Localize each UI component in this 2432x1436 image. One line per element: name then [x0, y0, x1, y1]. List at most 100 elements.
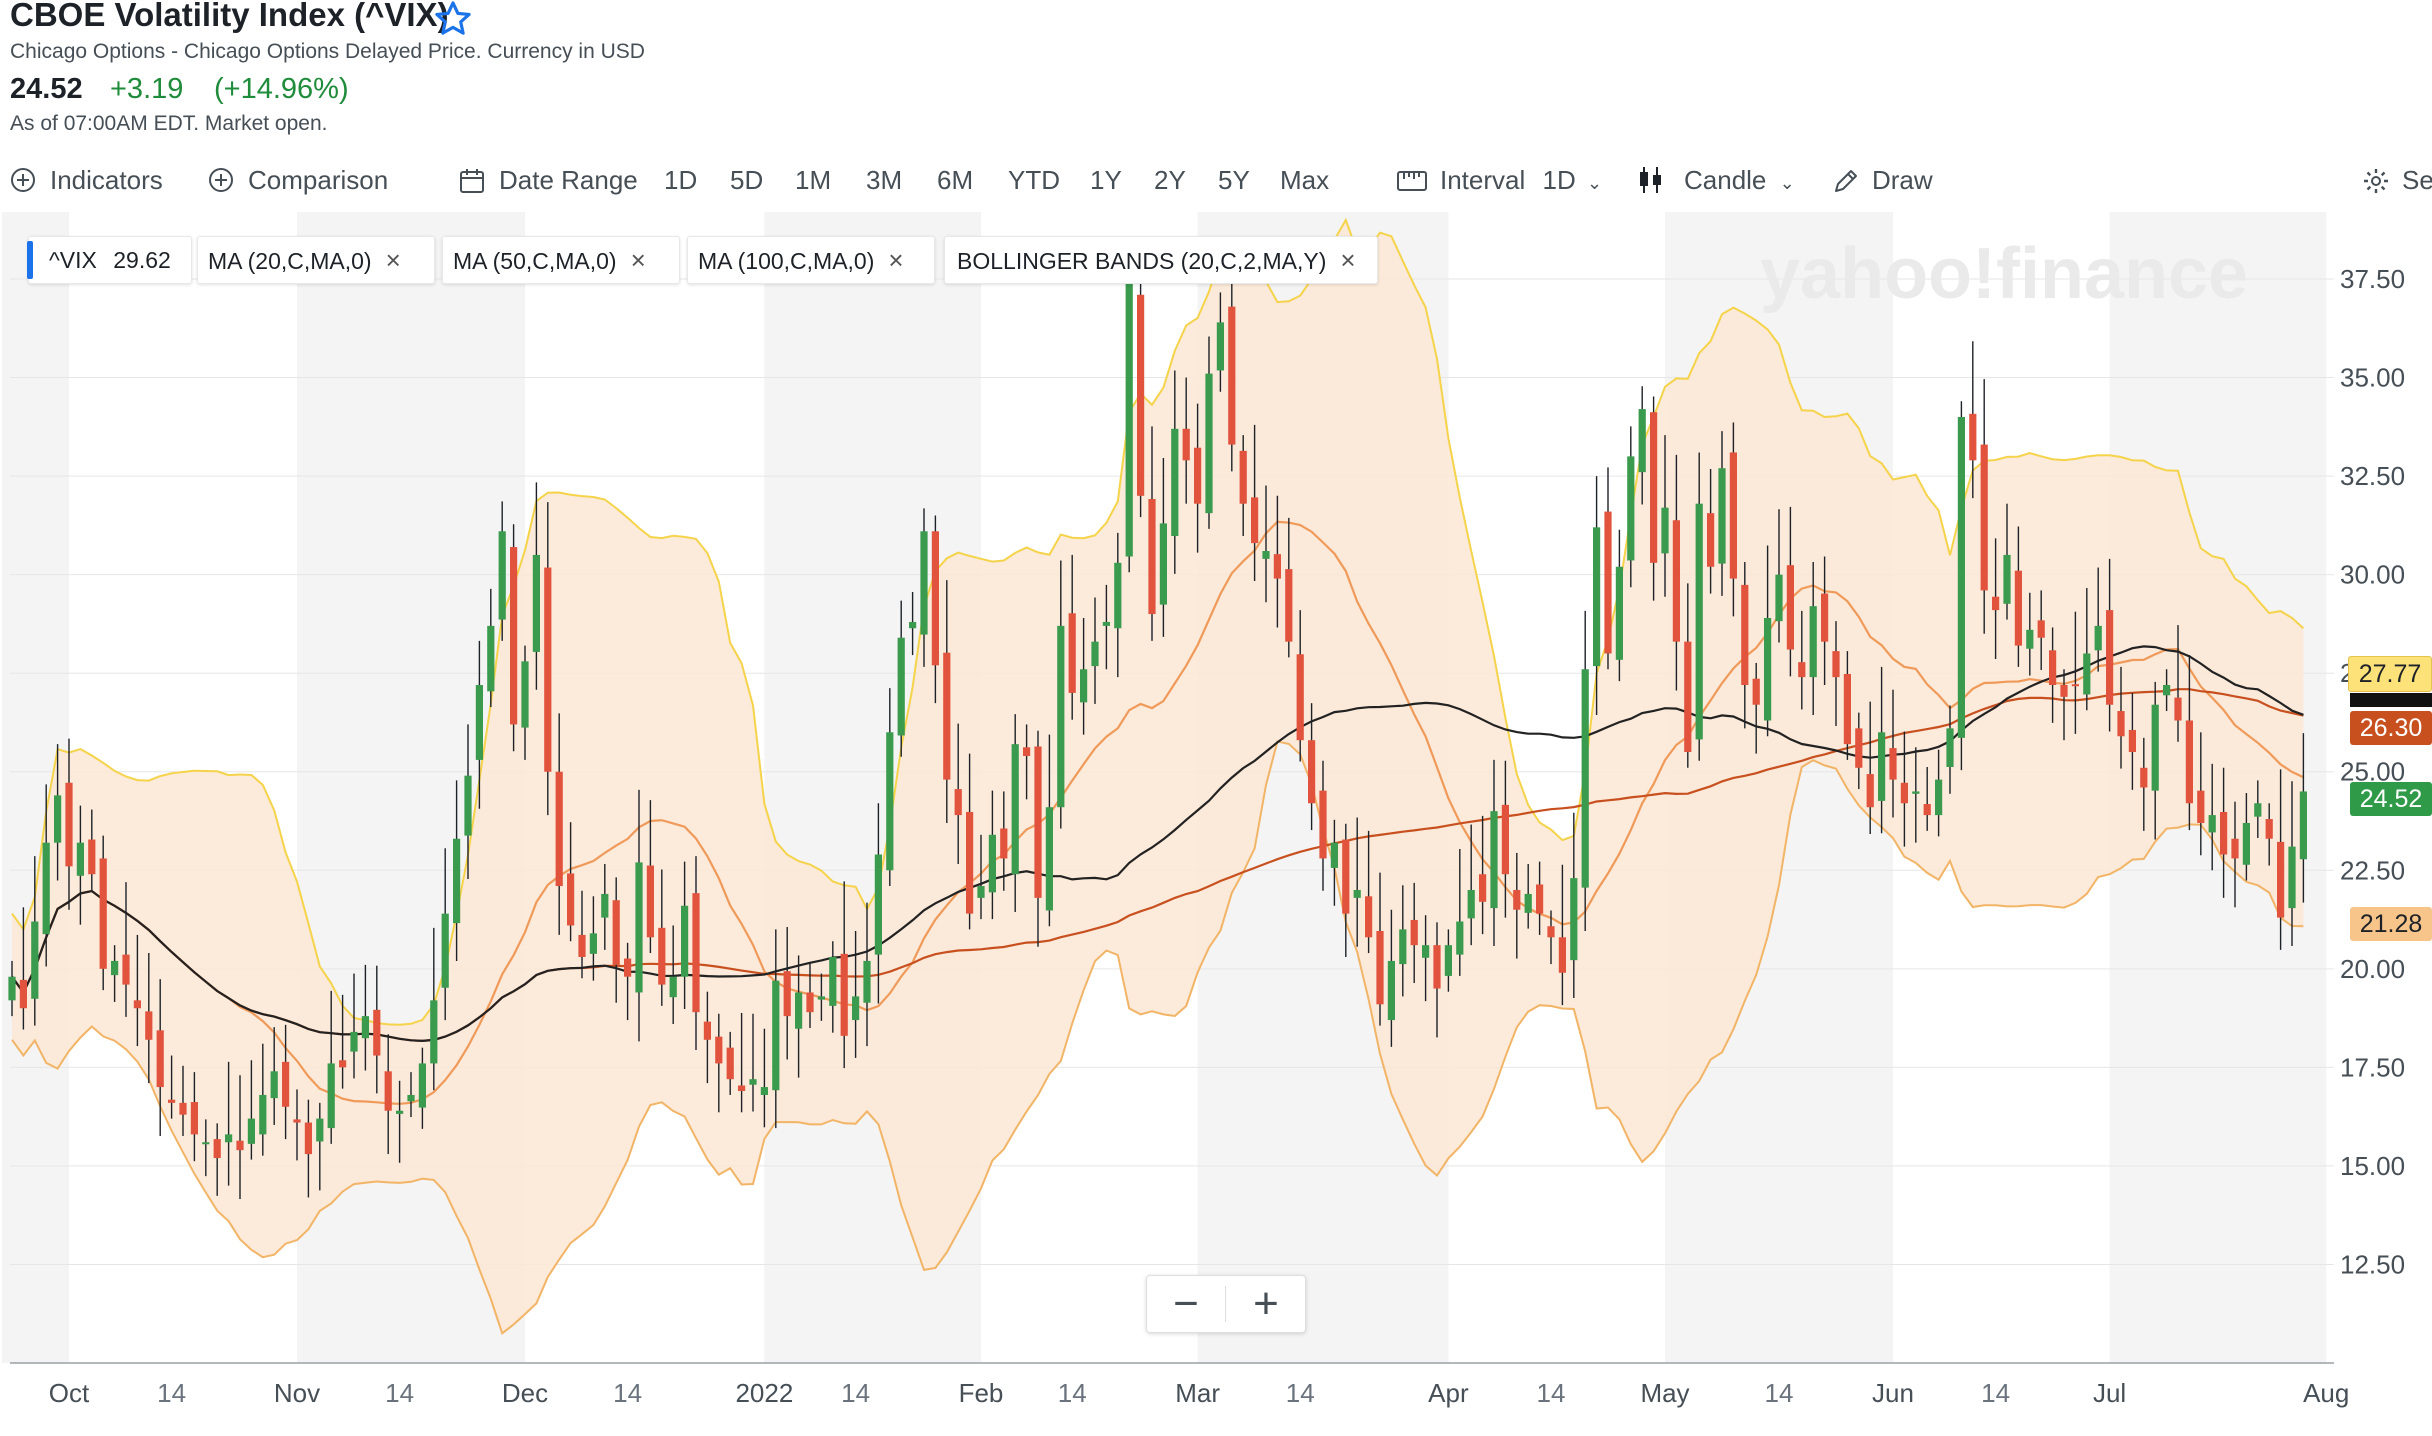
candle-body — [521, 661, 529, 728]
indicators-label: Indicators — [50, 165, 163, 195]
candle-body — [168, 1099, 176, 1103]
candle-body — [1444, 945, 1452, 976]
candle-body — [943, 652, 951, 780]
candle-body — [1912, 791, 1920, 794]
series-color-marker — [27, 241, 33, 279]
candle-body — [1137, 294, 1145, 496]
candle-body — [567, 873, 575, 926]
candle-body — [156, 1030, 164, 1088]
chart-type-label: Candle — [1684, 165, 1767, 195]
candle-body — [1650, 412, 1658, 563]
candle-body — [202, 1142, 210, 1145]
candle-body — [259, 1094, 267, 1135]
interval-button[interactable]: Interval 1D ⌄ — [1396, 155, 1602, 205]
candle-body — [1045, 807, 1053, 911]
candle-body — [430, 1000, 438, 1064]
candle-body — [1467, 889, 1475, 919]
range-ytd[interactable]: YTD — [1008, 165, 1060, 195]
candle-body — [384, 1071, 392, 1111]
y-axis: 12.5015.0017.5020.0022.5025.0027.5030.00… — [2340, 264, 2405, 1279]
date-range-button[interactable]: Date Range — [458, 155, 638, 205]
price-label-ma50-marker — [2350, 693, 2432, 707]
settings-button[interactable]: Se — [2362, 155, 2432, 205]
candle-body — [1923, 804, 1931, 816]
candle-body — [703, 1021, 711, 1040]
candle-body — [1798, 662, 1806, 678]
range-1m[interactable]: 1M — [795, 165, 832, 195]
comparison-button[interactable]: Comparison — [208, 155, 388, 205]
star-icon[interactable] — [432, 0, 474, 40]
close-icon[interactable]: × — [385, 245, 401, 275]
candles — [8, 256, 2307, 1200]
x-tick-label: 14 — [1765, 1378, 1794, 1408]
legend-chip-ma100[interactable]: MA (100,C,MA,0) × — [687, 236, 935, 284]
draw-label: Draw — [1872, 165, 1933, 195]
candle-body — [1387, 960, 1395, 1021]
legend-chip-bollinger[interactable]: BOLLINGER BANDS (20,C,2,MA,Y) × — [944, 236, 1378, 284]
candle-body — [1581, 669, 1589, 888]
candle-body — [2197, 790, 2205, 823]
candle-body — [1855, 728, 1863, 768]
zoom-in-button[interactable]: + — [1253, 1279, 1279, 1328]
candle-body — [145, 1011, 153, 1040]
zoom-out-button[interactable]: − — [1173, 1279, 1199, 1328]
candle-body — [1319, 790, 1327, 859]
chip-label: MA (50,C,MA,0) — [453, 248, 617, 274]
close-icon[interactable]: × — [888, 245, 904, 275]
x-tick-label: Dec — [502, 1378, 548, 1408]
candle-body — [190, 1102, 198, 1135]
candlestick-chart[interactable]: yahoo!finance 12.50 15.00 17.50 20.00 22.50 2… — [0, 212, 2432, 1436]
close-icon[interactable]: × — [1340, 245, 1356, 275]
candle-body — [806, 992, 814, 1013]
candle-body — [88, 839, 96, 875]
plus-circle-icon — [209, 168, 233, 192]
y-tick-label: 25.00 — [2340, 757, 2405, 787]
candle-body — [897, 637, 905, 736]
candle-body — [1604, 511, 1612, 654]
candle-body — [2208, 815, 2216, 833]
y-tick-label: 32.50 — [2340, 461, 2405, 491]
range-3m[interactable]: 3M — [866, 165, 903, 195]
legend-chip-vix[interactable]: ^VIX 29.62 — [27, 236, 192, 284]
range-2y[interactable]: 2Y — [1154, 165, 1186, 195]
price-label-ma20: 27.77 — [2348, 656, 2432, 692]
candle-body — [247, 1118, 255, 1144]
candle-body — [2220, 811, 2228, 855]
chart-type-button[interactable]: Candle ⌄ — [1636, 155, 1795, 205]
candle-body — [1080, 669, 1088, 703]
range-5d[interactable]: 5D — [730, 165, 764, 195]
range-1y[interactable]: 1Y — [1090, 165, 1122, 195]
x-tick-label: May — [1640, 1378, 1689, 1408]
candle-body — [1091, 641, 1099, 667]
candle-body — [2083, 653, 2091, 695]
indicators-button[interactable]: Indicators — [10, 155, 163, 205]
legend-chip-ma50[interactable]: MA (50,C,MA,0) × — [442, 236, 680, 284]
range-5y[interactable]: 5Y — [1218, 165, 1250, 195]
candle-body — [2106, 610, 2114, 705]
range-1d[interactable]: 1D — [664, 165, 698, 195]
price-label-current: 24.52 — [2350, 782, 2432, 816]
candle-body — [1342, 839, 1350, 914]
draw-button[interactable]: Draw — [1832, 155, 1933, 205]
candle-body — [1889, 748, 1897, 780]
legend-chip-ma20[interactable]: MA (20,C,MA,0) × — [197, 236, 435, 284]
candle-body — [1615, 566, 1623, 660]
zoom-controls: − + — [1146, 1275, 1306, 1333]
candle-body — [544, 567, 552, 772]
candle-body — [669, 976, 677, 998]
x-tick-label: 2022 — [735, 1378, 793, 1408]
range-max[interactable]: Max — [1280, 165, 1330, 195]
candle-body — [1707, 513, 1715, 567]
candle-body — [1809, 606, 1817, 678]
candle-body — [1228, 306, 1236, 445]
x-tick-label: Apr — [1428, 1378, 1469, 1408]
candle-body — [2185, 720, 2193, 804]
close-icon[interactable]: × — [630, 245, 646, 275]
pencil-icon — [1835, 170, 1857, 192]
candle-body — [2254, 803, 2262, 817]
candle-body — [1365, 896, 1373, 938]
ma50-line — [11, 645, 2304, 1043]
range-6m[interactable]: 6M — [937, 165, 974, 195]
candle-body — [225, 1134, 233, 1143]
candle-body — [1251, 497, 1259, 544]
